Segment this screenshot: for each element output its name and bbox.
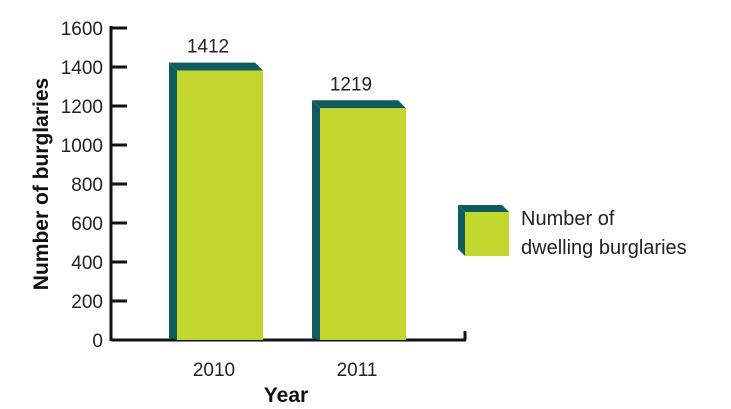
y-tick-label: 1200 — [61, 97, 103, 118]
legend-swatch-top — [458, 205, 509, 212]
bar-face — [177, 70, 263, 340]
y-tick-label: 200 — [71, 292, 103, 313]
bar-side — [169, 62, 177, 340]
y-axis-title: Number of burglaries — [30, 78, 53, 290]
bar-top — [169, 62, 263, 71]
bar-2011 — [312, 100, 406, 340]
legend-swatch-face — [465, 212, 509, 256]
x-ticks: 2010 2011 — [193, 360, 378, 381]
bar-side — [312, 100, 320, 340]
bar-face — [320, 108, 406, 340]
y-tick-label: 0 — [92, 331, 103, 352]
bar-2010 — [169, 62, 263, 340]
y-tick-label: 800 — [71, 175, 103, 196]
x-tick-label: 2010 — [193, 360, 235, 381]
data-labels: 1412 1219 — [187, 37, 372, 96]
y-tick-label: 400 — [71, 253, 103, 274]
data-label: 1412 — [187, 37, 229, 58]
legend-swatch-side — [458, 205, 465, 256]
bars — [169, 62, 406, 340]
y-tick-label: 1000 — [61, 136, 103, 157]
x-axis-title: Year — [264, 384, 308, 407]
legend: Number of dwelling burglaries — [458, 205, 687, 259]
y-axis: 0 200 400 600 800 1000 1200 1400 1600 — [61, 19, 127, 352]
bar-top — [312, 100, 406, 109]
y-ticks: 0 200 400 600 800 1000 1200 1400 1600 — [61, 19, 127, 352]
data-label: 1219 — [330, 74, 372, 95]
legend-label-line-1: Number of — [521, 208, 615, 230]
x-axis: 2010 2011 — [111, 331, 467, 381]
legend-label-line-2: dwelling burglaries — [521, 237, 687, 259]
y-tick-label: 1600 — [61, 19, 103, 40]
x-tick-label: 2011 — [337, 360, 378, 381]
y-tick-label: 1400 — [61, 58, 103, 79]
y-tick-label: 600 — [71, 214, 103, 235]
